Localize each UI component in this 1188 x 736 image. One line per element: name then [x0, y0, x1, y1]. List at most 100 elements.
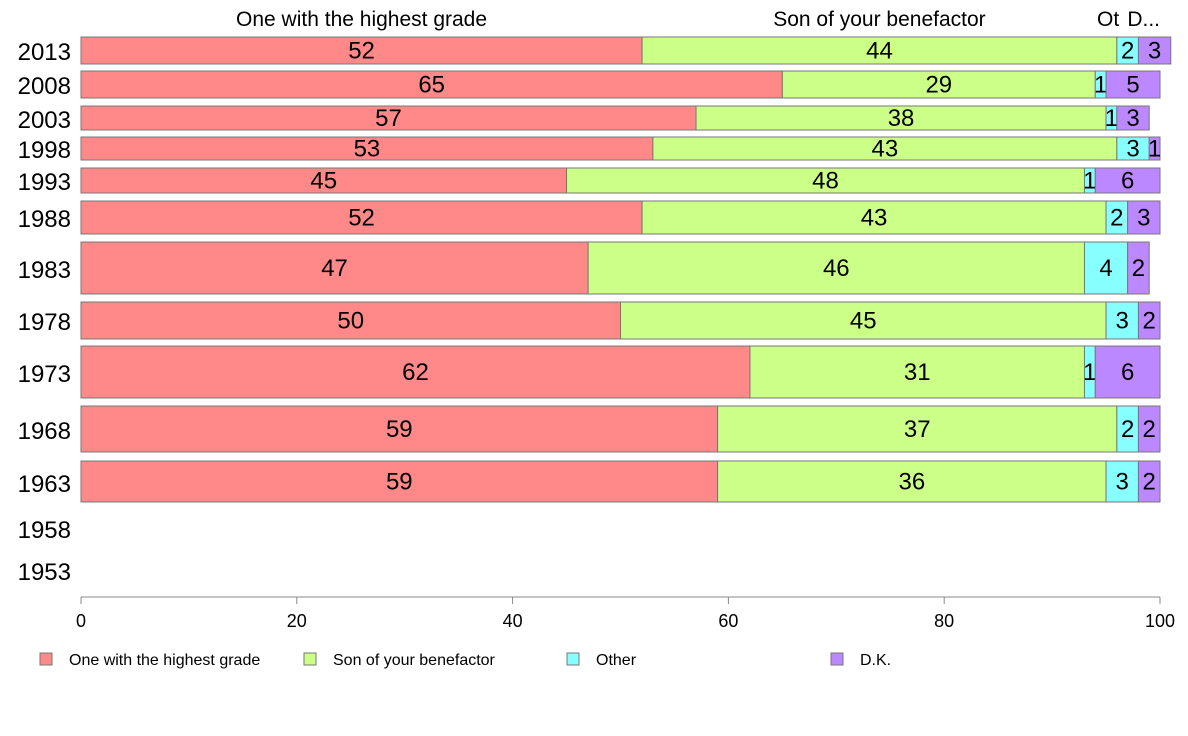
- bar-1963-series-1: [717, 460, 1107, 503]
- value-label-1978-series-0: 50: [337, 308, 364, 335]
- year-label-1953: 1953: [18, 559, 71, 586]
- value-label-1963-series-0: 59: [386, 469, 413, 496]
- year-label-1993: 1993: [18, 169, 71, 196]
- value-label-2008-series-0: 65: [418, 72, 445, 99]
- value-label-2013-series-2: 2: [1121, 38, 1134, 65]
- value-label-1973-series-3: 6: [1121, 359, 1134, 386]
- legend-label-1: Son of your benefactor: [333, 652, 496, 669]
- year-label-2013: 2013: [18, 39, 71, 66]
- year-label-2008: 2008: [18, 73, 71, 100]
- value-label-2008-series-2: 1: [1094, 72, 1107, 99]
- value-label-1993-series-3: 6: [1121, 168, 1134, 195]
- bar-1968-series-3: [1137, 405, 1161, 453]
- legend-label-3: D.K.: [860, 652, 891, 669]
- column-header-1: Son of your benefactor: [773, 8, 985, 31]
- value-label-1993-series-2: 1: [1083, 168, 1096, 195]
- value-label-1978-series-3: 2: [1143, 308, 1156, 335]
- bar-1988-series-0: [80, 200, 643, 235]
- value-label-1993-series-1: 48: [812, 168, 839, 195]
- bar-1978-series-3: [1137, 301, 1161, 340]
- value-label-1978-series-1: 45: [850, 308, 877, 335]
- value-label-1983-series-2: 4: [1099, 255, 1112, 282]
- bar-1993-series-1: [566, 167, 1085, 194]
- value-label-1998-series-3: 1: [1148, 136, 1161, 163]
- legend-swatch-2: [566, 652, 580, 666]
- year-label-2003: 2003: [18, 107, 71, 134]
- value-label-2013-series-0: 52: [348, 38, 375, 65]
- column-header-0: One with the highest grade: [236, 8, 487, 31]
- year-label-1988: 1988: [18, 206, 71, 233]
- bar-1993-series-3: [1094, 167, 1161, 194]
- column-header-2: Ot: [1097, 8, 1119, 31]
- bar-1968-series-1: [717, 405, 1118, 453]
- value-label-1988-series-0: 52: [348, 205, 375, 232]
- value-label-1963-series-3: 2: [1143, 469, 1156, 496]
- year-label-1958: 1958: [18, 517, 71, 544]
- value-label-1998-series-1: 43: [872, 136, 899, 163]
- value-label-2013-series-1: 44: [866, 38, 893, 65]
- value-label-2003-series-1: 38: [888, 105, 915, 132]
- legend-swatch-0: [39, 652, 53, 666]
- bar-1978-series-1: [620, 301, 1107, 340]
- bar-1963-series-0: [80, 460, 719, 503]
- value-label-1963-series-2: 3: [1116, 469, 1129, 496]
- bar-2003-series-0: [80, 105, 697, 131]
- value-label-1983-series-0: 47: [321, 255, 348, 282]
- year-label-1998: 1998: [18, 137, 71, 164]
- bar-1983-series-0: [80, 241, 589, 295]
- value-label-2008-series-3: 5: [1126, 72, 1139, 99]
- value-label-1988-series-3: 3: [1137, 205, 1150, 232]
- value-label-1968-series-1: 37: [904, 416, 931, 443]
- year-label-1968: 1968: [18, 418, 71, 445]
- value-label-1998-series-2: 3: [1126, 136, 1139, 163]
- bar-2003-series-1: [695, 105, 1107, 131]
- bar-1988-series-1: [641, 200, 1107, 235]
- x-tick-label-20: 20: [287, 611, 307, 631]
- column-header-3: D...: [1127, 8, 1160, 31]
- value-label-1993-series-0: 45: [310, 168, 337, 195]
- value-label-1983-series-1: 46: [823, 255, 850, 282]
- bar-1993-series-0: [80, 167, 568, 194]
- bar-2008-series-3: [1105, 70, 1161, 99]
- value-label-1973-series-1: 31: [904, 359, 931, 386]
- value-label-1973-series-2: 1: [1083, 359, 1096, 386]
- value-label-1998-series-0: 53: [354, 136, 381, 163]
- year-label-1983: 1983: [18, 257, 71, 284]
- value-label-2003-series-2: 1: [1105, 105, 1118, 132]
- value-label-1968-series-3: 2: [1143, 416, 1156, 443]
- bar-2003-series-3: [1116, 105, 1150, 131]
- bar-1983-series-1: [587, 241, 1085, 295]
- value-label-1968-series-2: 2: [1121, 416, 1134, 443]
- bar-1978-series-2: [1105, 301, 1139, 340]
- x-tick-label-0: 0: [76, 611, 86, 631]
- bar-2008-series-0: [80, 70, 783, 99]
- bar-1998-series-3: [1148, 136, 1161, 161]
- value-label-1963-series-1: 36: [898, 469, 925, 496]
- legend-label-2: Other: [596, 652, 637, 669]
- value-label-1968-series-0: 59: [386, 416, 413, 443]
- bar-2013-series-3: [1137, 36, 1172, 65]
- year-label-1978: 1978: [18, 309, 71, 336]
- x-tick-label-80: 80: [934, 611, 954, 631]
- legend-swatch-1: [303, 652, 317, 666]
- bar-2008-series-1: [781, 70, 1096, 99]
- value-label-1973-series-0: 62: [402, 359, 429, 386]
- value-label-2013-series-3: 3: [1148, 38, 1161, 65]
- value-label-1988-series-1: 43: [861, 205, 888, 232]
- value-label-1988-series-2: 2: [1110, 205, 1123, 232]
- year-label-1963: 1963: [18, 471, 71, 498]
- bar-1983-series-3: [1127, 241, 1150, 295]
- value-label-1978-series-2: 3: [1116, 308, 1129, 335]
- bar-1978-series-0: [80, 301, 621, 340]
- year-label-1973: 1973: [18, 361, 71, 388]
- bar-1963-series-3: [1137, 460, 1161, 503]
- x-tick-label-100: 100: [1145, 611, 1175, 631]
- bar-1968-series-0: [80, 405, 719, 453]
- value-label-2008-series-1: 29: [925, 72, 952, 99]
- legend-swatch-3: [830, 652, 844, 666]
- bar-1973-series-1: [749, 345, 1085, 399]
- bar-1973-series-3: [1094, 345, 1161, 399]
- bar-1988-series-3: [1127, 200, 1161, 235]
- bar-2013-series-0: [80, 36, 643, 65]
- x-tick-label-60: 60: [718, 611, 738, 631]
